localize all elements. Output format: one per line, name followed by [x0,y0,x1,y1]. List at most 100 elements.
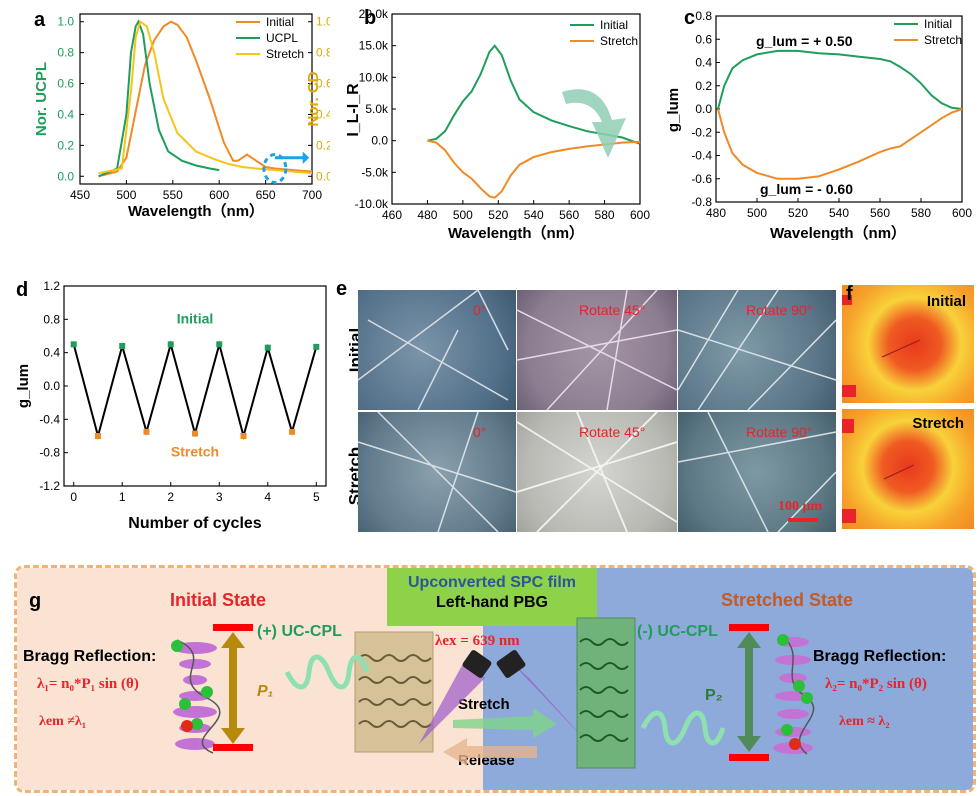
eq-right: λ₂= n₀*P₂ sin (θ) [825,676,927,692]
y-tick-label-left: 0.6 [57,77,74,91]
stretch-label: Stretch [458,696,510,713]
x-tick-label: 580 [911,206,931,220]
plus-cpl-label: (+) UC-CPL [257,623,342,640]
angle-label: Rotate 90° [746,302,813,318]
y-tick-label: 0.4 [695,56,712,70]
fiber-lines [517,412,677,532]
beam-left [419,660,485,744]
y-tick-label-right: 0.0 [316,169,330,183]
x-tick-label: 550 [163,188,183,202]
minus-cpl-label: (-) UC-CPL [637,623,718,640]
release-arrow [443,738,537,766]
series-initial [98,20,313,178]
legend-label: Stretch [266,47,304,61]
y-tick-label: -1.2 [39,479,60,493]
p1-arrow [221,632,245,744]
y-tick-label: 0.0 [371,134,388,148]
y-axis-label: I_L-I_R [345,83,362,137]
y-tick-label: -0.8 [39,446,60,460]
data-point [216,341,223,348]
data-point [313,343,320,350]
x-tick-label: 520 [788,206,808,220]
x-axis-label: Number of cycles [128,515,261,532]
micrograph-stretch-0: 0° [358,412,516,532]
series-stretch [717,108,963,180]
panel-label-a: a [34,9,46,31]
bragg-left: Bragg Reflection: [23,648,157,665]
y-tick-label: 1.2 [43,279,60,293]
legend-label: UCPL [266,31,298,45]
beam-right [509,660,589,744]
fiber-lines [678,412,836,532]
chart-d: 0 1 2 3 4 5 -1.2 -0.8 -0.4 0.0 0.4 0.8 1.2 Initial Str… [15,279,327,532]
y-axis-label: g_lum [15,364,32,408]
micrograph-initial-0: 0° [358,290,516,410]
angle-label: 0° [473,424,487,440]
legend-label: Stretch [600,34,638,48]
dashed-circle [262,153,288,185]
y-axis-label: g_lum [665,88,682,132]
annotation-stretch: Stretch [171,444,219,460]
panel-label-e: e [336,278,348,300]
x-axis-label: Wavelength（nm） [128,202,264,220]
x-tick-label: 500 [747,206,767,220]
y-tick-label-left: 0.8 [57,46,74,60]
helix-left [171,639,221,754]
y-tick-label-right: 0.2 [316,138,330,152]
pattern-initial: Initial [842,285,974,403]
initial-state-title: Initial State [170,590,267,610]
x-tick-label: 3 [216,490,223,504]
x-tick-label: 560 [870,206,890,220]
y-tick-label-left: 0.0 [57,169,74,183]
y-tick-label-left: 0.4 [57,107,74,121]
y-tick-label: -0.8 [691,195,712,209]
x-tick-label: 2 [167,490,174,504]
rel-right: λem ≈ λ₂ [839,714,890,729]
curved-arrow [562,89,626,158]
series-initial [717,49,963,110]
y-tick-label-right: 0.6 [316,77,330,91]
micrograph-initial-45: Rotate 45° [517,290,677,410]
fiber-lines [358,290,509,410]
series-initial [427,44,641,145]
y-tick-label: -0.6 [691,172,712,186]
annotation-initial: Initial [177,310,214,326]
series-ucpl [98,19,220,178]
cpl-wave-right [640,710,726,746]
x-tick-label: 1 [119,490,126,504]
x-tick-label: 520 [488,208,508,222]
lambda-ex-label: λex = 639 nm [435,633,520,649]
legend-label: Initial [924,17,952,31]
annotation-plus: g_lum = + 0.50 [756,33,853,49]
micrograph-stretch-90: Rotate 90° 100 μm [678,412,836,532]
y-tick-label-right: 0.4 [316,107,330,121]
film-subtitle: Left-hand PBG [436,594,548,611]
chart-b: 460 480 500 520 540 560 580 600 -10.0k -5.0k 0.0 5.… [345,7,650,240]
x-tick-label: 4 [264,490,271,504]
x-tick-label: 480 [706,206,726,220]
bar-top-left [213,624,253,631]
rel-left: λem ≠λ₁ [39,714,87,729]
data-point [119,343,126,349]
x-tick-label: 560 [559,208,579,222]
legend-label: Stretch [924,33,962,47]
y-tick-label: 0.0 [695,102,712,116]
panel-label-b: b [364,7,376,29]
series-stretch [427,139,641,199]
bar-bottom-left [213,744,253,751]
angle-label: 0° [473,302,487,318]
y-tick-label: -0.4 [39,412,60,426]
y-tick-label: 0.6 [695,32,712,46]
p1-label: P₁ [257,683,273,700]
y-tick-label: -0.2 [691,125,712,139]
x-tick-label: 700 [302,188,322,202]
x-tick-label: 480 [417,208,437,222]
x-tick-label: 450 [70,188,90,202]
x-tick-label: 600 [630,208,650,222]
data-point [192,430,198,437]
panel-label-g: g [29,590,42,612]
data-point [240,433,247,439]
y-tick-label: 10.0k [359,70,389,84]
bar-top-right [729,624,769,631]
panel-f: Initial Stretch f [842,283,980,547]
